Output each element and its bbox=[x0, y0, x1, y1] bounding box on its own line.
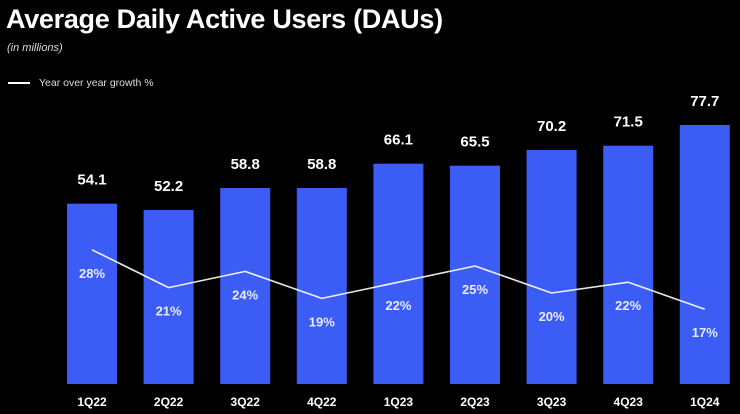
growth-label: 17% bbox=[692, 325, 718, 340]
bar-2Q23 bbox=[450, 165, 500, 384]
growth-label: 28% bbox=[79, 266, 105, 281]
bar-value-label: 77.7 bbox=[690, 93, 719, 110]
category-label: 2Q23 bbox=[460, 395, 490, 409]
category-label: 3Q22 bbox=[231, 395, 261, 409]
bar-4Q22 bbox=[296, 188, 347, 384]
legend-label: Year over year growth % bbox=[39, 77, 154, 89]
category-label: 1Q24 bbox=[690, 395, 720, 409]
bar-3Q23 bbox=[526, 150, 577, 384]
legend: Year over year growth % bbox=[8, 77, 154, 89]
bar-1Q22 bbox=[67, 203, 117, 384]
growth-label: 21% bbox=[156, 304, 182, 319]
bar-value-label: 71.5 bbox=[614, 114, 643, 131]
category-label: 4Q22 bbox=[307, 395, 337, 409]
chart-subtitle: (in millions) bbox=[7, 42, 63, 54]
bar-4Q23 bbox=[603, 145, 654, 384]
growth-label: 22% bbox=[615, 298, 641, 313]
bar-value-label: 52.2 bbox=[154, 178, 183, 195]
category-label: 1Q23 bbox=[384, 395, 414, 409]
bar-value-label: 58.8 bbox=[307, 156, 336, 173]
category-label: 4Q23 bbox=[614, 395, 644, 409]
growth-line bbox=[91, 249, 706, 310]
bar-value-label: 58.8 bbox=[231, 156, 260, 173]
chart-title: Average Daily Active Users (DAUs) bbox=[6, 4, 443, 34]
growth-label: 22% bbox=[385, 298, 411, 313]
bar-1Q24 bbox=[679, 125, 730, 384]
growth-label: 24% bbox=[232, 287, 258, 302]
category-label: 1Q22 bbox=[77, 395, 107, 409]
category-label: 3Q23 bbox=[537, 395, 567, 409]
growth-label: 20% bbox=[539, 309, 565, 324]
legend-line-swatch bbox=[8, 82, 30, 84]
growth-label: 19% bbox=[309, 314, 335, 329]
category-label: 2Q22 bbox=[154, 395, 184, 409]
growth-label: 25% bbox=[462, 282, 488, 297]
bar-value-label: 65.5 bbox=[460, 134, 489, 151]
bar-3Q22 bbox=[220, 188, 271, 384]
bar-2Q22 bbox=[143, 210, 194, 384]
bar-value-label: 70.2 bbox=[537, 118, 566, 135]
bar-value-label: 54.1 bbox=[77, 172, 106, 189]
bar-value-label: 66.1 bbox=[384, 132, 413, 149]
bar-1Q23 bbox=[373, 163, 424, 384]
